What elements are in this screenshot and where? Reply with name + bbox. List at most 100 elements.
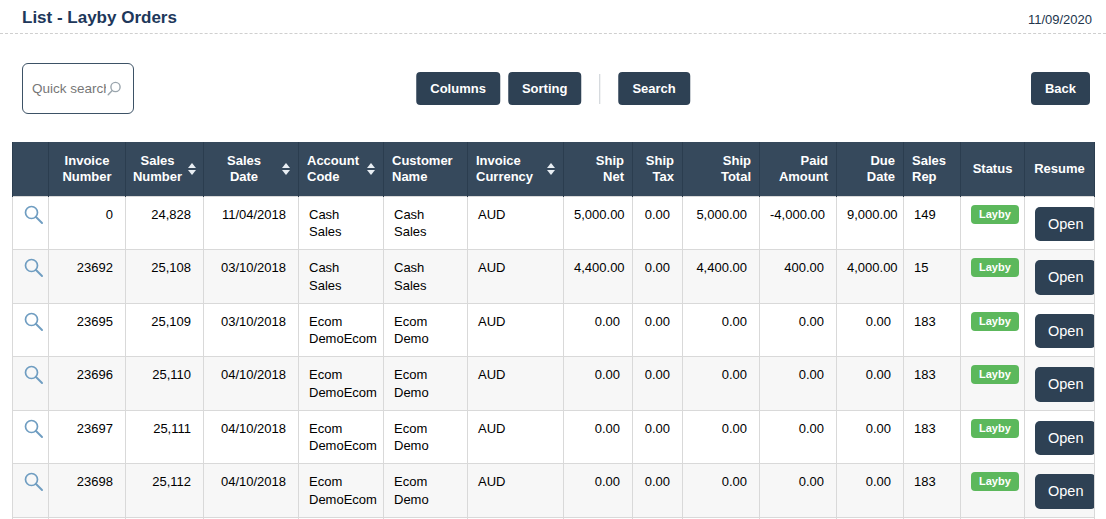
row-magnifier-icon[interactable]: [23, 257, 45, 284]
cell-paid_amount: 0.00: [760, 410, 837, 464]
cell-sales_date: 04/10/2018: [204, 357, 299, 411]
cell-sales_rep: 183: [904, 410, 961, 464]
cell-sales_date: 03/10/2018: [204, 250, 299, 304]
cell-row-search: [13, 250, 49, 304]
open-button[interactable]: Open: [1035, 421, 1095, 456]
cell-resume: Open: [1025, 303, 1095, 357]
page-date: 11/09/2020: [1028, 12, 1092, 27]
cell-paid_amount: -4,000.00: [760, 196, 837, 250]
cell-resume: Open: [1025, 196, 1095, 250]
column-header-account_code[interactable]: Account Code: [299, 142, 384, 196]
cell-paid_amount: 400.00: [760, 250, 837, 304]
cell-paid_amount: 0.00: [760, 303, 837, 357]
open-button[interactable]: Open: [1035, 260, 1095, 295]
column-header-label: Ship Net: [572, 153, 624, 186]
cell-sales_date: 04/10/2018: [204, 464, 299, 518]
cell-sales_number: 25,109: [126, 303, 204, 357]
quick-search-input[interactable]: [32, 81, 106, 96]
cell-invoice_number: 23695: [49, 303, 126, 357]
search-button[interactable]: Search: [618, 72, 689, 105]
cell-invoice_currency: AUD: [468, 303, 564, 357]
cell-ship_net: 0.00: [564, 357, 633, 411]
open-button[interactable]: Open: [1035, 474, 1095, 509]
cell-account_code: Ecom DemoEcom: [299, 410, 384, 464]
cell-status: Layby: [961, 464, 1025, 518]
cell-ship_net: 0.00: [564, 410, 633, 464]
column-header-status: Status: [961, 142, 1025, 196]
cell-sales_date: 11/04/2018: [204, 196, 299, 250]
column-header-customer_name: Customer Name: [384, 142, 468, 196]
orders-table: Invoice Number Sales NumberSales DateAcco…: [12, 142, 1095, 519]
cell-sales_rep: 149: [904, 196, 961, 250]
cell-account_code: Cash Sales: [299, 250, 384, 304]
cell-customer_name: Ecom Demo: [384, 303, 468, 357]
cell-resume: Open: [1025, 464, 1095, 518]
open-button[interactable]: Open: [1035, 207, 1095, 242]
cell-ship_total: 0.00: [683, 303, 760, 357]
sort-icon[interactable]: [282, 163, 290, 175]
column-header-resume: Resume: [1025, 142, 1095, 196]
column-header-label: Account Code: [307, 153, 361, 186]
search-icon: [106, 81, 122, 97]
cell-customer_name: Ecom Demo: [384, 357, 468, 411]
cell-ship_total: 0.00: [683, 357, 760, 411]
sort-icon[interactable]: [188, 163, 196, 175]
sorting-button[interactable]: Sorting: [508, 72, 582, 105]
cell-sales_rep: 183: [904, 357, 961, 411]
cell-invoice_currency: AUD: [468, 464, 564, 518]
column-header-label: Invoice Number: [57, 153, 117, 186]
cell-paid_amount: 0.00: [760, 464, 837, 518]
cell-status: Layby: [961, 410, 1025, 464]
column-header-label: Ship Tax: [641, 153, 674, 186]
cell-sales_number: 25,111: [126, 410, 204, 464]
cell-invoice_number: 23692: [49, 250, 126, 304]
cell-row-search: [13, 410, 49, 464]
column-header-invoice_currency[interactable]: Invoice Currency: [468, 142, 564, 196]
column-header-label: Resume: [1034, 161, 1085, 177]
status-badge: Layby: [971, 205, 1019, 224]
cell-invoice_number: 23696: [49, 357, 126, 411]
table-row: 2369625,11004/10/2018Ecom DemoEcomEcom D…: [13, 357, 1095, 411]
cell-account_code: Ecom DemoEcom: [299, 357, 384, 411]
page-title: List - Layby Orders: [22, 8, 177, 28]
cell-status: Layby: [961, 196, 1025, 250]
cell-invoice_currency: AUD: [468, 250, 564, 304]
row-magnifier-icon[interactable]: [23, 364, 45, 391]
cell-status: Layby: [961, 357, 1025, 411]
orders-table-body: 024,82811/04/2018Cash SalesCash SalesAUD…: [13, 196, 1095, 519]
cell-sales_number: 25,108: [126, 250, 204, 304]
row-magnifier-icon[interactable]: [23, 311, 45, 338]
cell-sales_number: 25,112: [126, 464, 204, 518]
back-button[interactable]: Back: [1031, 72, 1090, 105]
sort-icon[interactable]: [547, 163, 555, 175]
column-header-label: Customer Name: [392, 153, 459, 186]
cell-ship_tax: 0.00: [633, 250, 683, 304]
cell-due_date: 0.00: [837, 410, 904, 464]
column-header-sales_date[interactable]: Sales Date: [204, 142, 299, 196]
cell-ship_total: 0.00: [683, 464, 760, 518]
cell-resume: Open: [1025, 357, 1095, 411]
column-header-sales_number[interactable]: Sales Number: [126, 142, 204, 196]
open-button[interactable]: Open: [1035, 314, 1095, 349]
cell-invoice_currency: AUD: [468, 196, 564, 250]
cell-account_code: Ecom DemoEcom: [299, 303, 384, 357]
toolbar-divider: [599, 74, 600, 104]
row-magnifier-icon[interactable]: [23, 204, 45, 231]
cell-due_date: 4,000.00: [837, 250, 904, 304]
columns-button[interactable]: Columns: [416, 72, 500, 105]
toolbar-button-group: Columns Sorting Search: [416, 72, 690, 105]
cell-sales_rep: 183: [904, 303, 961, 357]
open-button[interactable]: Open: [1035, 367, 1095, 402]
sort-icon[interactable]: [367, 163, 375, 175]
column-header-label: Sales Rep: [912, 153, 952, 186]
row-magnifier-icon[interactable]: [23, 471, 45, 498]
cell-ship_tax: 0.00: [633, 464, 683, 518]
cell-due_date: 9,000.00: [837, 196, 904, 250]
cell-ship_tax: 0.00: [633, 303, 683, 357]
column-header-ship_total: Ship Total: [683, 142, 760, 196]
column-header-label: Ship Total: [691, 153, 751, 186]
cell-invoice_number: 0: [49, 196, 126, 250]
cell-ship_tax: 0.00: [633, 357, 683, 411]
row-magnifier-icon[interactable]: [23, 418, 45, 445]
cell-paid_amount: 0.00: [760, 357, 837, 411]
